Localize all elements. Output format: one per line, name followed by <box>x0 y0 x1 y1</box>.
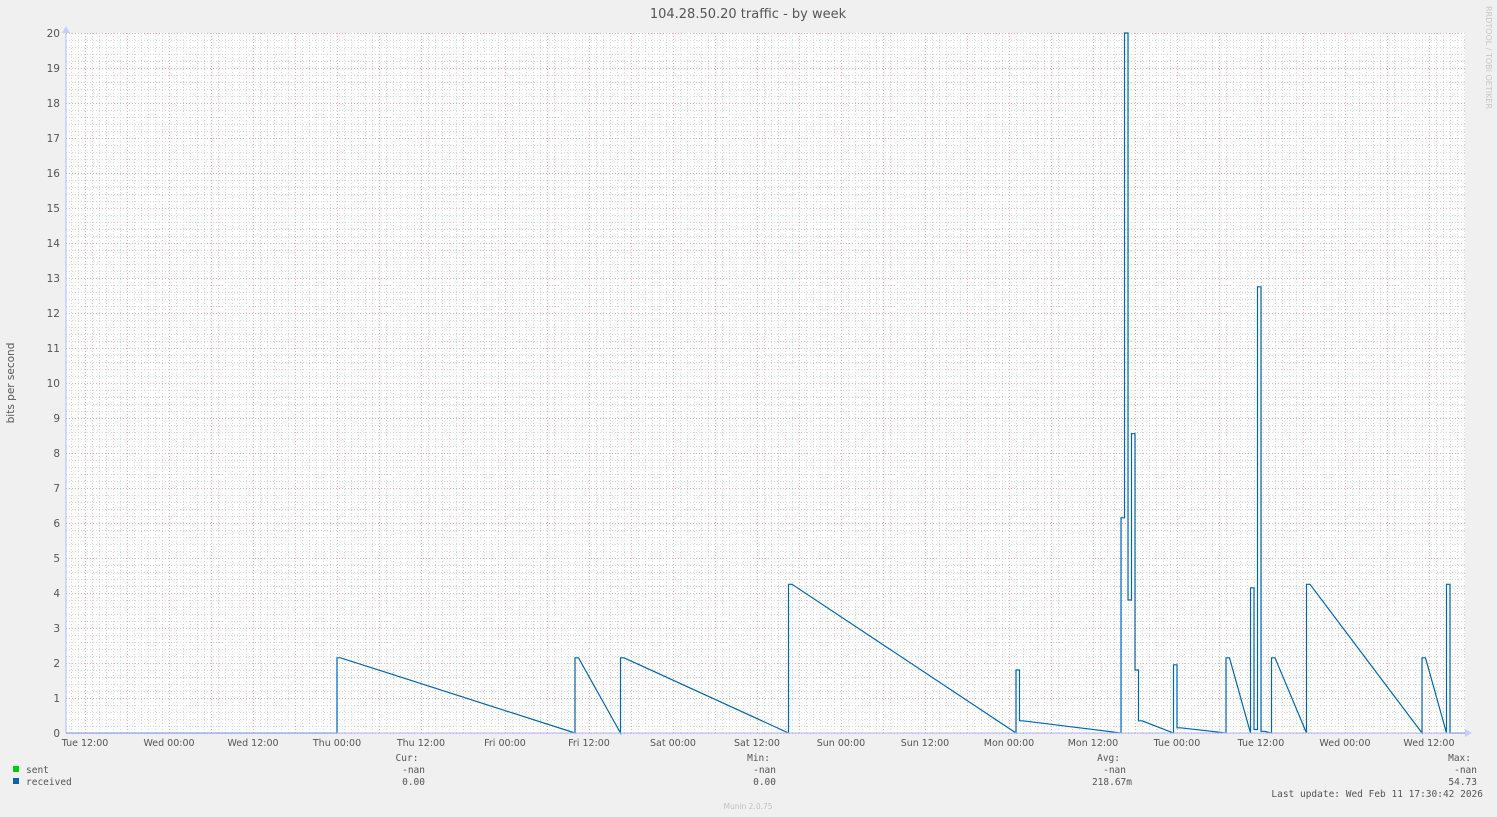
last-update: Last update: Wed Feb 11 17:30:42 2026 <box>1271 789 1483 800</box>
legend-received-max: 54.73 <box>1448 777 1477 788</box>
legend-received-min: 0.00 <box>753 777 776 788</box>
series-line-received <box>66 32 1465 736</box>
sent-color-swatch <box>13 766 19 772</box>
y-tick-label: 8 <box>53 448 60 460</box>
y-tick-label: 13 <box>47 273 60 285</box>
x-tick-label: Sun 00:00 <box>817 738 865 749</box>
y-tick-label: 4 <box>53 588 60 600</box>
legend-header-avg: Avg: <box>1097 753 1120 764</box>
x-tick-label: Tue 12:00 <box>61 738 109 749</box>
legend-sent-max: -nan <box>1454 765 1477 776</box>
x-axis-arrow-icon <box>1465 729 1472 737</box>
x-tick-label: Fri 00:00 <box>484 738 526 749</box>
y-tick-label: 5 <box>53 553 60 565</box>
x-tick-label: Thu 00:00 <box>312 738 361 749</box>
series-layer <box>66 32 1465 736</box>
x-tick-label: Sat 12:00 <box>734 738 780 749</box>
y-tick-label: 17 <box>47 133 60 145</box>
x-tick-label: Tue 12:00 <box>1237 738 1285 749</box>
legend-header-max: Max: <box>1448 753 1471 764</box>
y-tick-label: 3 <box>53 623 60 635</box>
legend-received-label: received <box>26 777 72 788</box>
legend-received-avg: 218.67m <box>1092 777 1132 788</box>
x-axis-ticks: Tue 12:00 Wed 00:00 Wed 12:00 Thu 00:00 Thu … <box>61 738 1455 749</box>
y-tick-label: 2 <box>53 658 60 670</box>
legend: Cur: Min: Avg: Max: sent -nan -nan -nan … <box>13 753 1477 788</box>
y-tick-label: 14 <box>47 238 61 250</box>
received-color-swatch <box>13 778 19 784</box>
legend-header-min: Min: <box>747 753 770 764</box>
x-tick-label: Tue 00:00 <box>1153 738 1201 749</box>
x-tick-label: Wed 12:00 <box>1403 738 1454 749</box>
y-tick-label: 10 <box>47 378 60 390</box>
y-tick-label: 18 <box>47 98 60 110</box>
legend-sent-min: -nan <box>753 765 776 776</box>
x-tick-label: Wed 00:00 <box>1319 738 1370 749</box>
x-tick-label: Sat 00:00 <box>650 738 696 749</box>
x-tick-label: Wed 00:00 <box>143 738 194 749</box>
y-tick-label: 7 <box>53 483 60 495</box>
legend-header-cur: Cur: <box>396 753 419 764</box>
munin-version: Munin 2.0.75 <box>723 802 772 811</box>
x-tick-label: Mon 12:00 <box>1068 738 1118 749</box>
y-tick-label: 12 <box>47 308 60 320</box>
y-tick-label: 20 <box>47 28 60 40</box>
x-tick-label: Sun 12:00 <box>901 738 949 749</box>
grid <box>66 33 1465 734</box>
y-axis-label: bits per second <box>5 343 17 424</box>
y-axis-arrow-icon <box>62 26 70 33</box>
chart-title: 104.28.50.20 traffic - by week <box>650 7 847 22</box>
y-tick-label: 9 <box>53 413 60 425</box>
y-tick-label: 6 <box>53 518 60 530</box>
y-tick-label: 11 <box>47 343 60 355</box>
x-tick-label: Wed 12:00 <box>227 738 278 749</box>
legend-sent-label: sent <box>26 765 49 776</box>
x-tick-label: Thu 12:00 <box>396 738 445 749</box>
x-tick-label: Mon 00:00 <box>984 738 1034 749</box>
rrdtool-watermark: RRDTOOL / TOBI OETIKER <box>1484 6 1493 109</box>
legend-received-cur: 0.00 <box>402 777 425 788</box>
x-tick-label: Fri 12:00 <box>568 738 610 749</box>
y-tick-label: 0 <box>53 728 60 740</box>
y-tick-label: 16 <box>47 168 61 180</box>
y-tick-label: 1 <box>53 693 60 705</box>
legend-sent-cur: -nan <box>402 765 425 776</box>
legend-sent-avg: -nan <box>1103 765 1126 776</box>
y-tick-label: 19 <box>47 63 60 75</box>
y-tick-label: 15 <box>47 203 60 215</box>
